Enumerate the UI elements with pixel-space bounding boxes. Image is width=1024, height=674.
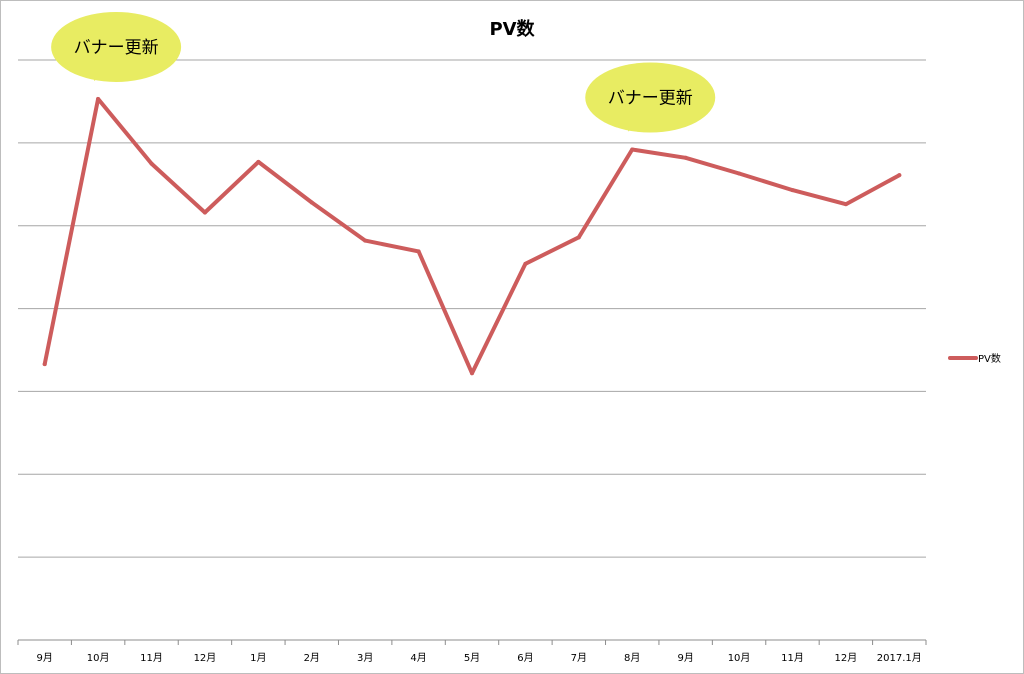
data-point [256, 159, 261, 164]
data-point [470, 371, 474, 376]
callout-bubble [51, 11, 182, 82]
x-tick-label: 9月 [37, 652, 53, 664]
data-point [523, 261, 528, 266]
callout-label: バナー更新 [608, 88, 693, 108]
x-tick-label: 2017.1月 [877, 652, 922, 664]
x-tick-label: 11月 [140, 652, 163, 664]
data-point [363, 238, 368, 243]
x-tick-label: 10月 [728, 652, 751, 664]
legend-label: PV数 [978, 352, 1001, 365]
x-tick-label: 1月 [250, 652, 266, 664]
data-point [897, 173, 902, 178]
x-axis: 9月 10月 11月 12月 1月 2月 3月 4月 5月 6月 7月 8月 9月 10月 11月 12月 20… [17, 639, 927, 664]
data-point [737, 171, 742, 176]
x-tick-label: 4月 [410, 652, 426, 664]
chart-title: PV数 [489, 18, 535, 40]
callout-bubble [585, 62, 716, 133]
data-point [683, 155, 688, 160]
series-line [42, 96, 902, 376]
x-tick-label: 11月 [781, 652, 804, 664]
data-point [416, 249, 421, 254]
x-tick-label: 12月 [835, 652, 858, 664]
callout-label: バナー更新 [74, 38, 159, 58]
data-point [149, 161, 154, 166]
data-point [42, 362, 47, 367]
x-tick-label: 2月 [304, 652, 320, 664]
data-point [202, 210, 207, 215]
x-tick-label: 3月 [357, 652, 373, 664]
x-tick-label: 9月 [677, 652, 693, 664]
data-point [843, 202, 848, 207]
annotation-callout: バナー更新 [51, 11, 182, 82]
x-tick-label: 6月 [517, 652, 533, 664]
x-tick-label: 10月 [87, 652, 110, 664]
data-point [96, 96, 101, 101]
x-tick-label: 7月 [571, 652, 587, 664]
gridlines [18, 59, 926, 558]
data-point [576, 235, 581, 240]
legend: PV数 [948, 352, 1001, 365]
x-tick-label: 8月 [624, 652, 640, 664]
data-point [630, 147, 635, 152]
series-layer [42, 96, 902, 376]
x-tick-label: 5月 [464, 652, 480, 664]
annotation-callout: バナー更新 [585, 62, 716, 133]
data-point [790, 188, 795, 193]
data-point [309, 200, 314, 205]
x-tick-label: 12月 [194, 652, 217, 664]
